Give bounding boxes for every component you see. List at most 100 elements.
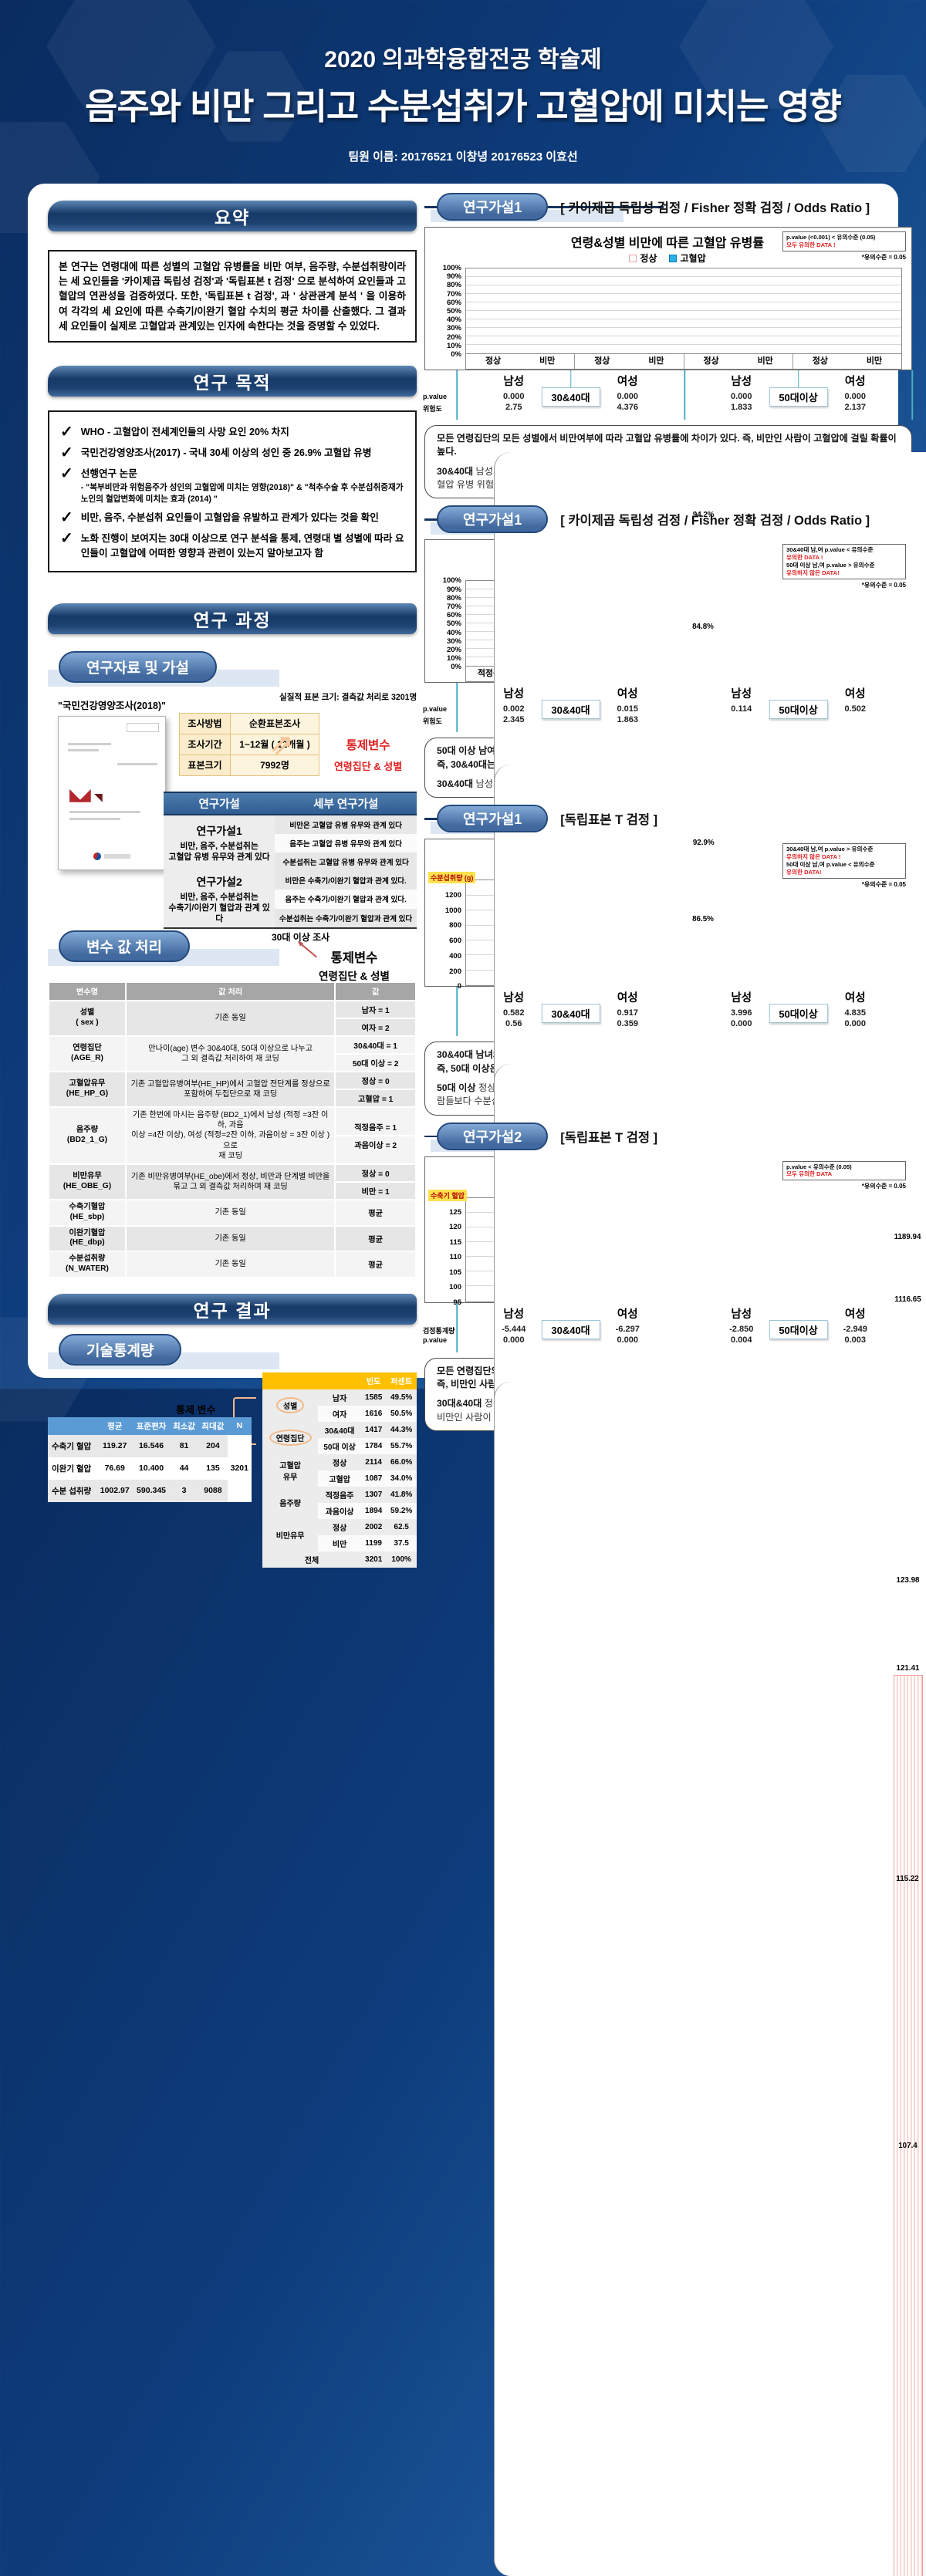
hypothesis-detail: 음주는 고혈압 유병 유무와 관계 있다 (275, 833, 417, 852)
age-connector (797, 370, 799, 387)
axis-unit-label: 수분섭취량 (g) (428, 872, 476, 884)
gridline (466, 293, 901, 294)
cover-text-line (68, 742, 111, 745)
text-segment: 30&40대 (437, 778, 476, 789)
y-tick-label: 100% (442, 576, 461, 586)
y-tick-label: 40% (446, 316, 461, 325)
plot-area: 115.22120.34107.4115.19123.98127.11121.4… (465, 1197, 926, 2576)
note-paragraph: 모든 연령집단의 모든 성별에서 비만여부에 따라 고혈압 유병률에 차이가 있… (437, 432, 900, 459)
footer-value-row: 위험도 2.345 1.863 (423, 715, 912, 725)
text-segment: 모든 연령집단의 모든 성별에서 비만여부에 따라 고혈압 유병률에 차이가 있… (437, 433, 897, 457)
group-label: 비만유무 (275, 1532, 305, 1541)
footer-value: 0.114 (731, 704, 752, 714)
cover-text-line (69, 810, 140, 813)
hexagon-decoration (201, 51, 309, 142)
footer-value-row: p.value 0.000 0.000 0.004 0.003 (423, 1335, 912, 1345)
poster-header: 2020 의과학융합전공 학술제 음주와 비만 그리고 수분섭취가 고혈압에 미… (0, 0, 926, 184)
category-labels: 정상 비만 정상 비만 정상 비만 정상 비만 (465, 354, 902, 370)
footer-value: 0.000 (617, 1335, 639, 1345)
plot-area: 1189.941155.49951.09896.91116.65949.9896… (465, 879, 926, 2259)
y-tick-label: 105 (449, 1268, 461, 1277)
test-method-label: [ 카이제곱 독립성 검정 / Fisher 정확 검정 / Odds Rati… (560, 201, 870, 215)
cover-ministry-logo (93, 852, 130, 860)
chart-footer: 남성 여성 남성 여성 p.value 0.000 0.000 0.000 0.000 위험도 2.… (423, 370, 913, 420)
group-label: 성별 (262, 1389, 318, 1422)
y-tick-label: 0% (451, 663, 461, 672)
bar-value-label: 86.5% (692, 915, 714, 924)
footer-value-row: 위험도 2.75 4.376 1.833 2.137 (423, 403, 912, 413)
category-label: 비만 (866, 356, 883, 366)
summary-text: 본 연구는 연령대에 따른 성별의 고혈압 유병률을 비만 여부, 음주량, 수… (48, 250, 417, 343)
text-segment: 50대 이상 (437, 1082, 476, 1093)
footer-value: 0.359 (617, 1019, 639, 1029)
age-group-box: 30&40대 (541, 1004, 600, 1024)
significance-annotation: p.value < 유의수준 (0.05) 모두 유의한 DATA *유의수준 = … (782, 1160, 906, 1191)
case-legend-swatch (669, 254, 678, 262)
subsection-variable-processing: 변수 값 처리 30대 이상 조사 통제변수 연령집단 & 성별 (48, 930, 417, 982)
normal-legend-swatch (629, 254, 637, 262)
footer-divider-line (456, 1302, 458, 1352)
plot-area: 84.8%15.2%67.0%33.0%94.2%5.8%78.7%21.3%3… (465, 268, 926, 1646)
footer-row-label: 검정통계량 (423, 1326, 455, 1335)
gender-label: 남성 (503, 992, 525, 1005)
table-row: 수축기 혈압 119.27 16.546 81 204 3201 (48, 1434, 252, 1502)
bar-value-label: 92.9% (692, 839, 715, 848)
text-segment: 30대&40대 (437, 1398, 482, 1410)
hypothesis-detail: 수분섭취는 수축기/이완기 혈압과 관계 있다 (275, 908, 417, 928)
y-tick-label: 1000 (444, 906, 461, 915)
y-tick-label: 100 (449, 1283, 461, 1292)
y-axis: 95100105110115120125130 (433, 1193, 465, 1307)
footer-value: 0.000 (844, 392, 867, 401)
footer-divider-line (456, 370, 458, 420)
footer-value: 0.000 (730, 1019, 752, 1029)
bar-value-label: 107.4 (898, 2142, 918, 2151)
survey-info-table: 조사방법 순환표본조사 조사기간 1~12월 ( 12개월 ) 표본크기 7992명 (179, 712, 319, 776)
y-tick-label: 70% (446, 289, 461, 299)
footer-value: 0.002 (502, 704, 525, 714)
y-axis: 0% 10% 20% 30% 40% 50% 60% 70% 80% 90% 100% (433, 576, 465, 671)
y-tick-label: 90% (446, 272, 461, 282)
hypothesis-row: 연구가설1 비만, 음주, 수분섭취는 고혈압 유병 유무와 관계 있다 비만은 고혈… (164, 815, 417, 871)
footer-value: -2.949 (843, 1324, 867, 1334)
chart: 연령&성별 비만에 따른 고혈압 유병률 p.value (<0.001) < 유… (423, 227, 926, 1646)
y-tick-label: 30% (446, 636, 461, 646)
chart-footer: 남성 여성 남성 여성 p.value 0.002 0.015 0.114 0.502 위험도 2.… (423, 683, 913, 733)
bar-value-label: 1116.65 (894, 1295, 921, 1304)
chart-title: 연령&성별 비만에 따른 고혈압 유병률 (570, 237, 765, 250)
survey-row: 조사방법 순환표본조사 (179, 712, 319, 734)
table-row: 연령집단 30&40대 1417 44.3% (262, 1421, 417, 1447)
right-column: 연구가설1 [ 카이제곱 독립성 검정 / Fisher 정확 검정 / Odds… (423, 191, 926, 2576)
bar-value-label: 121.41 (896, 1663, 920, 1673)
section-banner-process: 연구 과정 (48, 603, 417, 634)
left-column: 요약 본 연구는 연령대에 따른 성별의 고혈압 유병률을 비만 여부, 음주량… (48, 201, 417, 1568)
footer-value: 1.833 (730, 403, 752, 412)
footer-value: 4.376 (617, 403, 639, 412)
gender-label: 남성 (503, 688, 525, 701)
report-cover: ◣◢ ◥ (58, 715, 166, 870)
bar-value-label: 1189.94 (894, 1232, 921, 1241)
n-cell: 3201 (227, 1434, 252, 1502)
group-label: 고혈압 유무 (279, 1461, 301, 1482)
bar-value-label: 84.8% (692, 623, 714, 632)
y-tick-label: 110 (449, 1253, 461, 1262)
footer-divider-line (684, 370, 685, 420)
footer-value: 0.582 (502, 1008, 525, 1018)
age-group-box: 50대이상 (769, 1319, 828, 1339)
y-tick-label: 40% (446, 628, 461, 637)
chart-frame: 연령&성별 비만에 따른 고혈압 유병률 p.value (<0.001) < 유… (424, 227, 926, 1646)
group-label: 음주량 (279, 1500, 301, 1509)
footer-value: 1.863 (617, 715, 639, 725)
section-head: 연구가설1 [ 카이제곱 독립성 검정 / Fisher 정확 검정 / Odds… (424, 504, 912, 535)
significance-annotation: 30&40대 남,여 p.value < 유의수준 유의한 DATA ! 50대 이… (782, 544, 906, 589)
hypothesis-table-header: 연구가설 세부 연구가설 (164, 791, 417, 815)
test-method-label: [ 카이제곱 독립성 검정 / Fisher 정확 검정 / Odds Rati… (560, 514, 870, 528)
gender-label: 여성 (617, 992, 638, 1005)
category-label: 비만 (757, 356, 773, 366)
age-connector (569, 370, 572, 387)
subsection-pill: 변수 값 처리 (59, 930, 190, 962)
footer-value-row: p.value 0.002 0.015 0.114 0.502 (423, 704, 912, 714)
footer-value: 0.000 (730, 392, 752, 401)
cover-logo-triangle-small: ◥ (94, 790, 103, 803)
footer-row-label: p.value (423, 393, 448, 400)
